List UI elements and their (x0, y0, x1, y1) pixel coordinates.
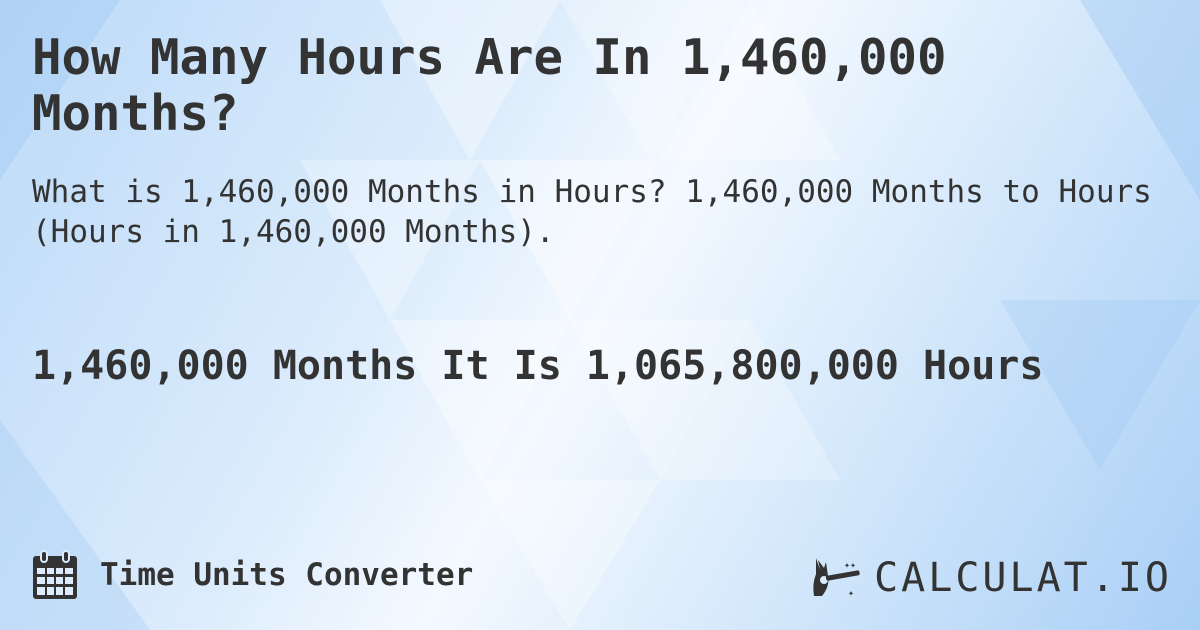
svg-text:✦: ✦ (848, 588, 854, 599)
conversion-result: 1,460,000 Months It Is 1,065,800,000 Hou… (32, 343, 1044, 389)
calculatio-logo[interactable]: ✦✦ ✦ CALCULAT.IO (812, 555, 1172, 601)
svg-text:✦✦: ✦✦ (844, 560, 856, 571)
calendar-icon (33, 550, 77, 599)
magic-wand-hand-icon: ✦✦ ✦ (813, 558, 860, 599)
page-title: How Many Hours Are In 1,460,000 Months? (32, 29, 947, 142)
logo-text: CALCULAT.IO (874, 555, 1172, 601)
category-label: Time Units Converter (100, 557, 474, 593)
footer-category[interactable]: Time Units Converter (32, 550, 473, 600)
page-subtitle: What is 1,460,000 Months in Hours? 1,460… (32, 174, 1152, 250)
